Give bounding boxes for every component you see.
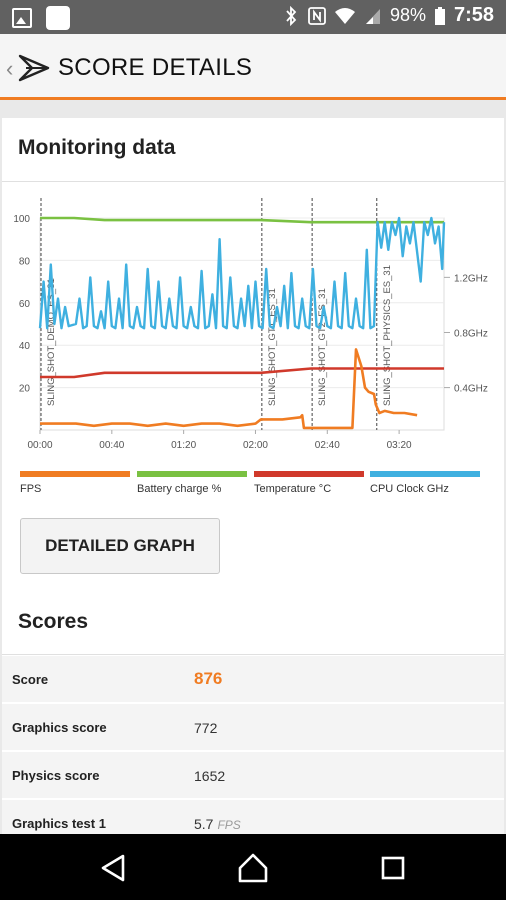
y2-tick-label: 0.8GHz bbox=[454, 328, 488, 339]
legend-swatch bbox=[20, 471, 130, 477]
clock: 7:58 bbox=[453, 4, 494, 26]
app-toolbar: ‹ SCORE DETAILS bbox=[0, 34, 506, 100]
chart-legend: FPS Battery charge % Temperature °C CPU … bbox=[20, 471, 490, 501]
y2-tick-label: 1.2GHz bbox=[454, 273, 488, 284]
scores-table: Score 876 Graphics score 772 Physics sco… bbox=[2, 656, 504, 848]
y-tick-label: 40 bbox=[19, 341, 31, 352]
physics-score-row: Physics score 1652 bbox=[2, 752, 504, 800]
row-unit: FPS bbox=[217, 818, 241, 832]
row-value: 5.7 FPS bbox=[194, 816, 241, 832]
legend-battery: Battery charge % bbox=[137, 471, 247, 495]
system-nav-bar bbox=[0, 834, 506, 900]
home-icon[interactable] bbox=[235, 850, 271, 886]
legend-label: FPS bbox=[20, 483, 42, 495]
row-label: Graphics score bbox=[12, 720, 107, 735]
detailed-graph-button[interactable]: DETAILED GRAPH bbox=[20, 518, 220, 574]
x-tick-label: 00:00 bbox=[27, 440, 52, 451]
series-line-fps bbox=[40, 348, 418, 430]
app-notification-icon bbox=[46, 6, 70, 30]
graphics-score-row: Graphics score 772 bbox=[2, 704, 504, 752]
test-marker-label: SLING_SHOT_GT2_ES_31 bbox=[317, 288, 328, 406]
divider bbox=[2, 181, 504, 182]
row-value: 1652 bbox=[194, 768, 226, 784]
legend-swatch bbox=[370, 471, 480, 477]
legend-label: Battery charge % bbox=[137, 483, 222, 495]
legend-swatch bbox=[137, 471, 247, 477]
battery-icon bbox=[434, 6, 445, 25]
back-icon[interactable] bbox=[95, 850, 131, 886]
recents-icon[interactable] bbox=[375, 850, 411, 886]
test-marker-label: SLING_SHOT_GT1_ES_31 bbox=[267, 288, 278, 406]
y2-tick-label: 0.4GHz bbox=[454, 384, 488, 395]
series-line-temperature-c bbox=[40, 367, 444, 379]
x-tick-label: 03:20 bbox=[387, 440, 412, 451]
monitoring-card: Monitoring data 20 40 60 80 100 00:00 00:40 01:… bbox=[2, 118, 504, 848]
row-label: Score bbox=[12, 672, 49, 687]
monitoring-chart[interactable]: 20 40 60 80 100 00:00 00:40 01:20 02:00 02:40 03:2… bbox=[2, 184, 504, 504]
legend-label: CPU Clock GHz bbox=[370, 483, 449, 495]
series-line-battery-charge bbox=[40, 216, 444, 224]
back-chevron-icon[interactable]: ‹ bbox=[6, 56, 14, 81]
row-label: Graphics test 1 bbox=[12, 816, 106, 831]
status-bar: 98% 7:58 bbox=[0, 0, 506, 34]
row-value: 772 bbox=[194, 720, 218, 736]
legend-fps: FPS bbox=[20, 471, 130, 495]
app-logo-icon[interactable] bbox=[18, 52, 50, 82]
score-row: Score 876 bbox=[2, 656, 504, 704]
x-tick-label: 00:40 bbox=[99, 440, 124, 451]
divider bbox=[2, 654, 504, 655]
page-title: SCORE DETAILS bbox=[58, 54, 253, 81]
row-value: 876 bbox=[194, 669, 223, 688]
x-tick-label: 01:20 bbox=[171, 440, 196, 451]
legend-temperature: Temperature °C bbox=[254, 471, 364, 495]
nfc-icon bbox=[308, 6, 326, 25]
y-tick-label: 80 bbox=[19, 256, 31, 267]
bluetooth-icon bbox=[286, 5, 297, 26]
x-tick-label: 02:00 bbox=[243, 440, 268, 451]
monitoring-title: Monitoring data bbox=[18, 136, 176, 159]
wifi-icon bbox=[334, 7, 355, 24]
x-tick-label: 02:40 bbox=[315, 440, 340, 451]
y-tick-label: 60 bbox=[19, 299, 31, 310]
test-marker-label: SLING_SHOT_PHYSICS_ES_31 bbox=[382, 265, 393, 406]
battery-percent: 98% bbox=[389, 5, 426, 25]
legend-swatch bbox=[254, 471, 364, 477]
gallery-notification-icon bbox=[12, 8, 32, 28]
signal-icon bbox=[365, 8, 380, 24]
scores-title: Scores bbox=[18, 610, 89, 633]
test-marker-label: SLING_SHOT_DEMO_ES_31 bbox=[46, 278, 57, 406]
row-number: 5.7 bbox=[194, 816, 214, 832]
y-tick-label: 20 bbox=[19, 384, 31, 395]
row-label: Physics score bbox=[12, 768, 100, 783]
series-line-cpu-clock-ghz bbox=[38, 216, 446, 330]
y-tick-label: 100 bbox=[13, 214, 30, 225]
legend-label: Temperature °C bbox=[254, 483, 332, 495]
legend-cpu-clock: CPU Clock GHz bbox=[370, 471, 480, 495]
